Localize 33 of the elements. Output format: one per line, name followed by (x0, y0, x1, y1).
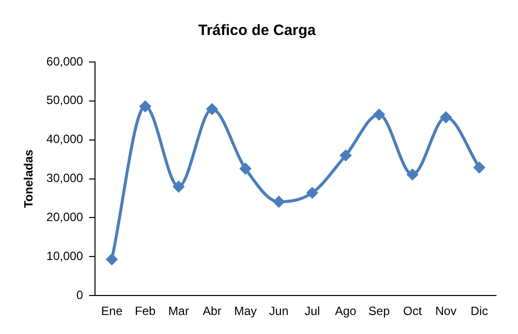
point (173, 181, 184, 192)
point (140, 100, 151, 112)
x-tick-label: Jun (269, 304, 289, 318)
x-tick-label: Ene (101, 304, 123, 318)
point (374, 109, 385, 120)
x-tick-label: Abr (202, 304, 222, 318)
x-tick-label: Sep (368, 304, 390, 318)
point (306, 187, 318, 198)
y-tick-label: 0 (76, 288, 84, 302)
x-tick-label: May (234, 304, 257, 318)
x-tick-label: Ago (334, 304, 357, 318)
y-tick-label: 10,000 (46, 248, 84, 263)
x-tick-label: Dic (470, 304, 488, 318)
point (340, 150, 352, 161)
x-tick-label: Mar (168, 304, 189, 318)
chart-title: Tráfico de Carga (198, 22, 316, 40)
point (440, 112, 452, 123)
y-tick-label: 30,000 (46, 171, 84, 186)
y-tick-label: 60,000 (46, 54, 84, 68)
point (106, 254, 118, 265)
point (273, 196, 284, 208)
x-tick-label: Oct (403, 304, 422, 318)
point (474, 162, 485, 174)
y-tick-label: 40,000 (46, 132, 84, 146)
x-tick-label: Jul (304, 304, 320, 318)
y-axis-title: Toneladas (22, 149, 36, 208)
y-tick-label: 50,000 (46, 93, 84, 108)
x-tick-label: Nov (435, 304, 457, 318)
point (406, 169, 418, 180)
x-tick-label: Feb (134, 304, 156, 318)
y-tick-label: 20,000 (46, 210, 84, 224)
point (206, 104, 218, 115)
point (240, 163, 251, 174)
